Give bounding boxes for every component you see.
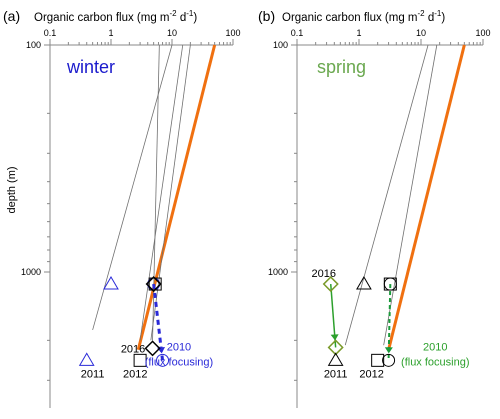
- marker-triangle: [103, 276, 119, 290]
- annotation-label: (flux focusing): [145, 357, 213, 369]
- marker-triangle: [327, 352, 344, 366]
- flux-line-gray: [139, 44, 184, 341]
- x-tick-label: 10: [416, 28, 426, 38]
- x-tick-label: 0.1: [291, 28, 304, 38]
- y-tick-label: 1000: [268, 267, 288, 277]
- flux-line-gray: [344, 44, 429, 346]
- annotation-label: 2016: [121, 343, 145, 355]
- x-axis-title: Organic carbon flux (mg m-2 d-1): [282, 9, 445, 24]
- marker-square: [371, 353, 385, 367]
- annotation-label: 2012: [359, 369, 383, 381]
- annotation-label: 2010: [167, 342, 191, 354]
- panel-winter: (a) Organic carbon flux (mg m-2 d-1) win…: [3, 8, 241, 408]
- marker-triangle: [356, 276, 372, 290]
- y-axis-title: depth (m): [6, 166, 18, 213]
- annotation-label: 2012: [123, 369, 147, 381]
- x-tick-label: 10: [167, 28, 177, 38]
- flux-line-gray: [92, 44, 173, 331]
- marker-diamond: [144, 340, 161, 357]
- marker-diamond: [327, 339, 344, 356]
- x-tick-label: 100: [225, 28, 240, 38]
- season-label: spring: [317, 57, 366, 77]
- marker-diamond: [145, 275, 162, 293]
- connector-arrowhead: [384, 347, 393, 354]
- flux-line-orange: [387, 44, 466, 351]
- marker-circle: [156, 353, 170, 367]
- y-tick-label: 100: [273, 40, 288, 50]
- marker-circle: [383, 277, 397, 291]
- flux-line-orange: [136, 44, 217, 351]
- annotation-label: 2011: [324, 369, 348, 381]
- annotation-label: 2011: [81, 369, 105, 381]
- marker-square: [133, 353, 147, 367]
- marker-circle: [382, 353, 396, 367]
- annotation-label: (flux focusing): [401, 357, 469, 369]
- x-axis-title: Organic carbon flux (mg m-2 d-1): [34, 9, 197, 24]
- panel-spring: (b) Organic carbon flux (mg m-2 d-1) spr…: [258, 8, 491, 408]
- panel-label: (a): [3, 8, 20, 24]
- x-tick-label: 1: [356, 28, 361, 38]
- connector-arrowhead: [330, 334, 339, 341]
- annotation-label: 2016: [312, 268, 336, 280]
- x-tick-label: 0.1: [44, 28, 57, 38]
- x-tick-label: 1: [108, 28, 113, 38]
- flux-line-gray: [150, 44, 191, 341]
- flux-line-gray: [383, 44, 438, 346]
- y-tick-label: 100: [26, 40, 41, 50]
- marker-diamond: [322, 275, 339, 293]
- annotation-label: 2010: [423, 342, 447, 354]
- plot-area: 0.1 1 10 100 100 1000 2011 2012 2016 2010 (flux fo…: [21, 28, 241, 408]
- plot-area: 0.1 1 10 100 100 1000 2016 2011 2012 2010 (flux fo…: [268, 28, 491, 408]
- panel-label: (b): [258, 8, 275, 24]
- x-tick-label: 100: [475, 28, 490, 38]
- season-label: winter: [66, 57, 115, 77]
- y-tick-label: 1000: [21, 267, 41, 277]
- marker-triangle: [78, 352, 95, 366]
